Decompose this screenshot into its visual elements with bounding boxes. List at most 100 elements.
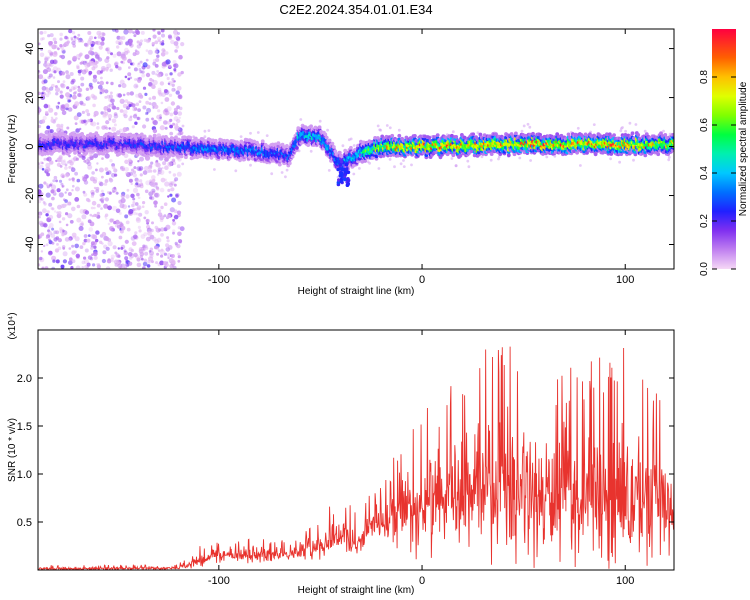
noise-point — [284, 175, 287, 179]
noise-point — [55, 259, 60, 264]
noise-point — [100, 111, 104, 115]
noise-point — [67, 237, 72, 242]
noise-point — [47, 229, 51, 233]
noise-point — [171, 221, 177, 226]
noise-point — [160, 254, 164, 258]
noise-point — [138, 167, 142, 172]
ridge-point — [285, 144, 289, 148]
noise-point — [140, 234, 146, 239]
noise-point — [123, 249, 127, 253]
noise-point — [234, 169, 238, 173]
noise-point — [134, 78, 137, 81]
noise-point — [173, 214, 179, 220]
ridge-point — [397, 133, 402, 138]
noise-point — [48, 91, 52, 95]
noise-point — [70, 167, 76, 172]
noise-point — [83, 238, 88, 243]
noise-point — [65, 223, 69, 227]
noise-point — [388, 158, 392, 161]
noise-point — [139, 94, 144, 99]
noise-point — [99, 240, 103, 244]
noise-point — [166, 76, 170, 81]
noise-point — [122, 109, 128, 115]
noise-point — [68, 247, 72, 250]
noise-point — [68, 29, 73, 34]
noise-point — [77, 33, 81, 37]
noise-point — [141, 70, 145, 74]
noise-point — [168, 170, 172, 174]
noise-point — [173, 29, 178, 35]
noise-point — [62, 80, 66, 84]
ridge-point — [213, 138, 218, 143]
ridge-point — [188, 135, 193, 140]
noise-point — [44, 55, 49, 61]
noise-point — [62, 50, 66, 54]
noise-point — [164, 89, 170, 95]
noise-point — [152, 34, 157, 39]
noise-point — [45, 183, 49, 187]
noise-point — [632, 158, 635, 162]
noise-point — [64, 166, 68, 170]
noise-point — [44, 266, 49, 269]
noise-point — [64, 191, 67, 194]
noise-point — [51, 266, 56, 269]
noise-point — [60, 83, 64, 88]
noise-point — [38, 211, 43, 216]
noise-point — [132, 211, 137, 216]
noise-point — [92, 251, 98, 257]
noise-point — [44, 57, 49, 62]
noise-point — [87, 39, 93, 45]
noise-point — [529, 159, 532, 162]
noise-point — [79, 245, 84, 250]
noise-point — [143, 216, 147, 220]
noise-point — [129, 115, 133, 119]
noise-point — [174, 49, 178, 53]
noise-point — [172, 173, 177, 177]
noise-point — [148, 191, 154, 197]
bottom-x-axis-label: Height of straight line (km) — [298, 585, 415, 596]
noise-point — [133, 252, 138, 258]
ridge-point — [142, 134, 147, 139]
noise-point — [50, 116, 54, 120]
noise-point — [94, 36, 97, 40]
noise-point — [55, 159, 58, 163]
noise-point — [69, 257, 73, 262]
colorbar-tick-label: 0.2 — [699, 214, 710, 228]
noise-point — [123, 266, 127, 269]
noise-point — [83, 192, 88, 197]
noise-point — [49, 183, 52, 187]
noise-point — [125, 259, 129, 263]
noise-point — [129, 256, 133, 260]
noise-point — [55, 230, 60, 235]
noise-point — [76, 204, 81, 209]
ridge-point — [340, 167, 345, 172]
noise-point — [119, 36, 123, 40]
noise-point — [180, 70, 184, 75]
ridge-point — [295, 146, 299, 150]
noise-point — [103, 106, 109, 111]
top-y-tick-label: -40 — [24, 237, 36, 253]
noise-point — [79, 127, 82, 131]
noise-point — [73, 35, 77, 39]
noise-point — [152, 95, 156, 100]
ridge-point — [338, 173, 343, 178]
noise-point — [65, 71, 70, 76]
noise-point — [104, 95, 108, 99]
noise-point — [155, 162, 161, 168]
ridge-point — [276, 141, 281, 146]
noise-point — [113, 168, 118, 173]
noise-point — [159, 169, 165, 175]
noise-point — [176, 37, 181, 42]
noise-point — [130, 193, 135, 198]
noise-point — [164, 181, 170, 187]
noise-point — [178, 106, 183, 111]
noise-point — [270, 172, 274, 176]
noise-point — [142, 244, 146, 248]
noise-point — [138, 166, 144, 171]
noise-point — [86, 95, 91, 101]
noise-point — [83, 119, 87, 123]
noise-point — [105, 68, 109, 72]
ridge-point — [342, 177, 347, 182]
noise-point — [105, 126, 109, 130]
